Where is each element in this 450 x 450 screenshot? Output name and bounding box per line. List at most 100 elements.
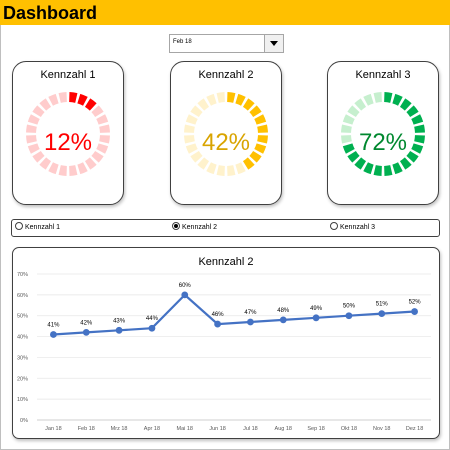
donut-segment xyxy=(414,124,425,133)
x-tick-label: Feb 18 xyxy=(78,426,95,432)
radio-kennzahl-1[interactable]: Kennzahl 1 xyxy=(15,222,60,231)
donut-segment xyxy=(363,93,374,106)
donut-segment xyxy=(197,98,210,111)
donut-segment xyxy=(373,92,382,103)
radio-circle[interactable] xyxy=(330,222,338,230)
donut-segment xyxy=(411,143,424,154)
kpi-card-2: Kennzahl 2 42% xyxy=(170,61,282,205)
data-label: 47% xyxy=(244,310,257,316)
kpi-title: Kennzahl 2 xyxy=(198,69,254,81)
y-tick-label: 70% xyxy=(17,272,28,278)
donut-segment xyxy=(77,93,88,106)
y-tick-label: 10% xyxy=(17,397,28,403)
data-label: 46% xyxy=(212,312,225,318)
donut-segment xyxy=(384,92,393,103)
x-tick-label: Apr 18 xyxy=(144,426,160,432)
donut-segment xyxy=(190,150,203,163)
kpi-donut-3 xyxy=(341,92,425,176)
radio-circle[interactable] xyxy=(172,222,180,230)
donut-segment xyxy=(96,114,109,125)
donut-segment xyxy=(84,157,97,170)
kpi-percent: 72% xyxy=(358,129,408,156)
data-point xyxy=(279,316,287,324)
data-label: 42% xyxy=(80,320,93,326)
donut-segment xyxy=(354,157,367,170)
donut-segment xyxy=(384,165,393,176)
donut-segment xyxy=(227,165,236,176)
kpi-title: Kennzahl 1 xyxy=(40,69,96,81)
kpi-title: Kennzahl 3 xyxy=(355,69,411,81)
donut-segment xyxy=(216,165,225,176)
donut-segment xyxy=(185,114,198,125)
x-tick-label: Mai 18 xyxy=(176,426,193,432)
donut-segment xyxy=(26,135,37,144)
title-bar: Dashboard xyxy=(0,0,450,25)
donut-segment xyxy=(406,105,419,118)
donut-segment xyxy=(48,93,59,106)
donut-segment xyxy=(58,92,67,103)
donut-segment xyxy=(254,143,267,154)
data-label: 43% xyxy=(113,318,126,324)
x-tick-label: Okt 18 xyxy=(341,426,357,432)
donut-segment xyxy=(342,143,355,154)
kpi-donut-2 xyxy=(184,92,268,176)
donut-segment xyxy=(254,114,267,125)
donut-segment xyxy=(249,150,262,163)
data-point xyxy=(148,324,156,332)
data-point xyxy=(312,314,320,322)
donut-segment xyxy=(84,98,97,111)
y-tick-label: 20% xyxy=(17,376,28,382)
donut-segment xyxy=(414,135,425,144)
donut-segment xyxy=(96,143,109,154)
kpi-percent: 12% xyxy=(43,129,93,156)
donut-segment xyxy=(342,114,355,125)
chevron-down-icon[interactable] xyxy=(264,35,283,52)
radio-circle[interactable] xyxy=(15,222,23,230)
x-tick-label: Mrz 18 xyxy=(111,426,128,432)
donut-segment xyxy=(354,98,367,111)
donut-segment xyxy=(48,162,59,175)
data-label: 60% xyxy=(179,283,192,289)
donut-segment xyxy=(373,165,382,176)
donut-segment xyxy=(392,162,403,175)
y-tick-label: 30% xyxy=(17,355,28,361)
donut-segment xyxy=(69,165,78,176)
data-point xyxy=(50,331,57,338)
radio-label: Kennzahl 2 xyxy=(182,224,218,231)
radio-kennzahl-3[interactable]: Kennzahl 3 xyxy=(330,222,375,231)
kpi-card-1: Kennzahl 1 12% xyxy=(12,61,124,205)
data-label: 44% xyxy=(146,316,159,322)
data-point xyxy=(345,312,353,320)
data-point xyxy=(181,291,189,299)
data-point xyxy=(411,308,418,315)
month-dropdown[interactable]: Feb 18 xyxy=(169,34,284,53)
data-label: 49% xyxy=(310,306,323,312)
donut-segment xyxy=(26,124,37,133)
data-label: 50% xyxy=(343,304,356,310)
data-point xyxy=(378,310,386,318)
data-label: 41% xyxy=(47,322,60,328)
donut-segment xyxy=(58,165,67,176)
data-point xyxy=(247,318,254,326)
radio-label: Kennzahl 3 xyxy=(340,224,376,231)
kpi-percent: 42% xyxy=(201,129,251,156)
donut-segment xyxy=(249,105,262,118)
x-tick-label: Jun 18 xyxy=(209,426,226,432)
y-tick-label: 40% xyxy=(17,335,28,341)
radio-label: Kennzahl 1 xyxy=(25,224,61,231)
radio-kennzahl-2[interactable]: Kennzahl 2 xyxy=(172,222,217,231)
y-tick-label: 50% xyxy=(17,314,28,320)
donut-segment xyxy=(99,135,110,144)
chart-title: Kennzahl 2 xyxy=(198,256,253,268)
donut-segment xyxy=(399,157,412,170)
donut-segment xyxy=(341,124,352,133)
donut-segment xyxy=(184,135,195,144)
donut-segment xyxy=(91,150,104,163)
x-tick-label: Dez 18 xyxy=(406,426,423,432)
donut-segment xyxy=(235,162,246,175)
donut-segment xyxy=(184,124,195,133)
donut-segment xyxy=(190,105,203,118)
donut-segment xyxy=(257,124,268,133)
donut-segment xyxy=(77,162,88,175)
dashboard-title: Dashboard xyxy=(3,3,98,23)
